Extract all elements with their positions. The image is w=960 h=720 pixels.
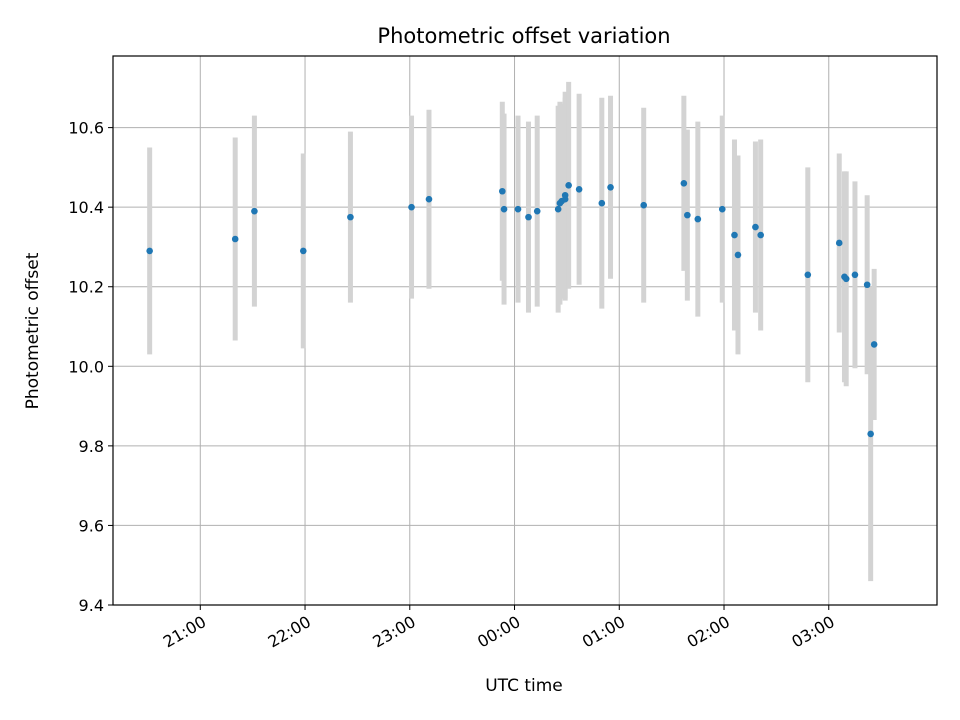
data-point [640, 201, 648, 209]
data-point [851, 271, 859, 279]
data-point [734, 251, 742, 259]
data-point [694, 215, 702, 223]
data-point [731, 231, 738, 239]
data-point [607, 183, 614, 191]
x-tick-label: 02:00 [684, 612, 733, 652]
data-point [231, 235, 239, 243]
x-axis-ticks: 21:00 22:00 23:00 00:00 01:00 02:00 03:00 [160, 605, 838, 652]
y-tick-label: 9.8 [79, 437, 104, 456]
y-tick-label: 10.2 [68, 278, 104, 297]
data-point [514, 205, 522, 213]
data-point [752, 223, 759, 231]
data-point [533, 207, 541, 215]
y-axis-ticks: 9.4 9.6 9.8 10.0 10.2 10.4 10.6 [68, 119, 113, 615]
chart-title: Photometric offset variation [377, 24, 670, 48]
data-point [835, 239, 843, 247]
data-point [561, 195, 569, 203]
error-bars [147, 81, 877, 582]
y-tick-label: 9.6 [79, 516, 104, 535]
plot-frame [112, 55, 938, 606]
x-tick-label: 01:00 [579, 612, 628, 652]
y-axis-label: Photometric offset [23, 252, 43, 409]
data-point [408, 203, 415, 211]
x-tick-label: 21:00 [160, 612, 209, 652]
data-point [757, 231, 764, 239]
data-point [251, 207, 258, 215]
x-tick-label: 22:00 [265, 612, 314, 652]
data-point [867, 430, 874, 438]
data-point [499, 187, 506, 195]
x-tick-label: 03:00 [788, 612, 837, 652]
y-tick-label: 10.6 [68, 119, 104, 138]
data-point [598, 199, 606, 207]
data-point [575, 185, 583, 193]
data-point [684, 211, 691, 219]
x-tick-label: 00:00 [474, 612, 523, 652]
data-point [718, 205, 726, 213]
x-axis-label: UTC time [485, 676, 563, 696]
data-point [565, 181, 572, 189]
data-point [525, 213, 532, 221]
data-point [842, 275, 850, 283]
data-point [870, 341, 878, 348]
data-point [804, 271, 812, 279]
y-tick-label: 10.4 [68, 198, 104, 217]
data-point [500, 205, 508, 213]
data-point [863, 281, 871, 289]
data-point [680, 180, 688, 187]
data-point [425, 195, 433, 203]
data-points [146, 180, 878, 438]
y-tick-label: 10.0 [68, 357, 104, 376]
data-point [299, 247, 307, 255]
data-point [347, 213, 354, 221]
data-point [146, 247, 153, 255]
y-tick-label: 9.4 [79, 596, 104, 615]
data-point [554, 205, 562, 213]
x-tick-label: 23:00 [369, 612, 418, 652]
